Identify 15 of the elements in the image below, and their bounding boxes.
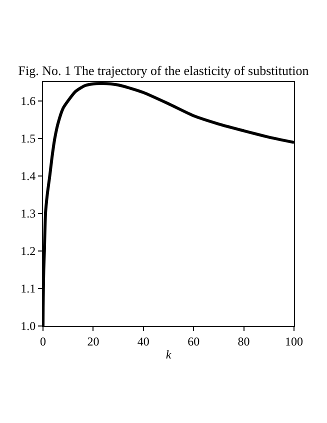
- y-tick-label: 1.5: [20, 132, 36, 146]
- x-axis-title: k: [166, 347, 172, 362]
- chart-title: Fig. No. 1 The trajectory of the elasticity of substitution: [18, 63, 310, 78]
- y-tick-label: 1.4: [20, 169, 36, 184]
- x-tick-label: 60: [188, 334, 200, 348]
- x-tick-label: 100: [285, 334, 303, 348]
- x-tick-label: 80: [238, 334, 250, 348]
- x-tick-label: 0: [40, 334, 46, 348]
- x-tick-label: 20: [87, 334, 100, 348]
- x-tick-label: 40: [137, 334, 150, 348]
- y-tick-label: 1.0: [20, 319, 36, 334]
- y-tick-label: 1.2: [20, 244, 36, 258]
- y-tick-label: 1.6: [20, 94, 36, 108]
- y-tick-label: 1.1: [20, 282, 36, 296]
- y-tick-label: 1.3: [20, 206, 36, 221]
